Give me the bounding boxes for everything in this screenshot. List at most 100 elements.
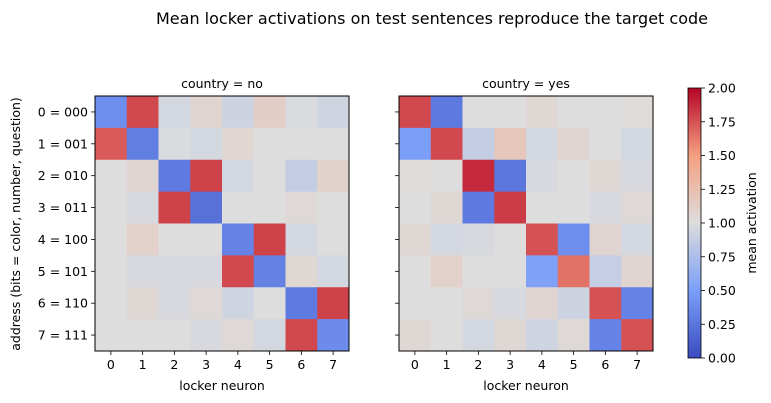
heatmap-cell [126, 191, 159, 224]
heatmap-cell [526, 127, 559, 161]
heatmap-cell [317, 159, 350, 193]
heatmap-cell [621, 159, 654, 193]
colorbar-tick-label: 1.00 [708, 216, 736, 231]
heatmap-cell [285, 255, 318, 288]
heatmap-cell [557, 159, 590, 193]
y-axis-ticks: 0 = 000 1 = 001 2 = 010 3 = 011 4 = 100 5 = 1… [38, 104, 95, 343]
x-tick-label: 7 [633, 357, 641, 372]
heatmap-cell [190, 191, 223, 224]
y-tick-label: 1 = 001 [38, 136, 88, 151]
heatmap-cell [285, 223, 318, 256]
heatmap-cell [253, 191, 286, 224]
heatmap-cell [222, 127, 255, 161]
heatmap-cell [557, 191, 590, 224]
heatmap-cell [526, 223, 559, 256]
heatmap-cell [462, 223, 495, 256]
heatmap-cell [190, 319, 223, 352]
x-tick-label: 3 [506, 357, 514, 372]
heatmap-cell [526, 159, 559, 193]
heatmap-cell [621, 319, 654, 352]
heatmap-cell [430, 223, 463, 256]
colorbar-tick-label: 1.75 [708, 114, 736, 129]
heatmap-cell [126, 319, 159, 352]
heatmap-cell [399, 127, 432, 161]
heatmap-cell [190, 255, 223, 288]
heatmap-cell [190, 159, 223, 193]
heatmap-cell [589, 255, 622, 288]
heatmap-cell [462, 159, 495, 193]
heatmap-cell [158, 191, 191, 224]
heatmap-cell [462, 255, 495, 288]
heatmap-cell [253, 127, 286, 161]
heatmap-cell [589, 127, 622, 161]
colorbar: 0.00 0.25 0.50 0.75 1.00 1.25 1.50 1.75 2.00 mea… [687, 81, 759, 366]
heatmap-cell [95, 319, 128, 352]
colorbar-gradient [688, 88, 701, 358]
heatmap-cell [222, 96, 255, 129]
heatmap-cell [95, 127, 128, 161]
panel-country-no: country = no 0 1 2 3 4 5 6 7 0 = 000 1 = 001 2 = … [38, 76, 350, 393]
heatmap-cell [317, 255, 350, 288]
heatmap-cell [222, 223, 255, 256]
heatmap-cell [399, 223, 432, 256]
heatmap-cell [285, 159, 318, 193]
heatmap-cell [430, 287, 463, 320]
heatmap-cell [494, 159, 527, 193]
heatmap-cell [317, 191, 350, 224]
x-tick-label: 7 [329, 357, 337, 372]
heatmap-cell [285, 127, 318, 161]
heatmap-cell [399, 319, 432, 352]
y-tick-label: 0 = 000 [38, 104, 88, 119]
x-tick-label: 2 [474, 357, 482, 372]
heatmap-cell [158, 255, 191, 288]
heatmap-cell [526, 96, 559, 129]
heatmap-cell [222, 319, 255, 352]
heatmap-cell [494, 96, 527, 129]
heatmap-cell [253, 223, 286, 256]
heatmap-cell [253, 319, 286, 352]
heatmap-cell [158, 319, 191, 352]
heatmap-cell [621, 127, 654, 161]
heatmap-cell [557, 96, 590, 129]
heatmap-cell [95, 96, 128, 129]
y-tick-label: 7 = 111 [38, 328, 88, 343]
heatmap-cell [95, 191, 128, 224]
heatmap-cell [190, 96, 223, 129]
heatmap-cell [462, 319, 495, 352]
heatmap-cell [462, 191, 495, 224]
heatmap-cell [589, 287, 622, 320]
panel-title: country = no [181, 76, 263, 91]
x-tick-label: 6 [297, 357, 305, 372]
panel-title: country = yes [482, 76, 570, 91]
heatmap-cell [317, 319, 350, 352]
heatmap-cell [430, 127, 463, 161]
heatmap-cell [430, 319, 463, 352]
heatmap-cell [285, 191, 318, 224]
x-axis-label: locker neuron [483, 378, 569, 393]
y-tick-label: 6 = 110 [38, 296, 88, 311]
heatmap-cell [430, 159, 463, 193]
heatmap-cell [190, 127, 223, 161]
heatmap-cell [95, 159, 128, 193]
heatmap-cell [158, 223, 191, 256]
heatmap-cells [399, 96, 654, 352]
x-tick-label: 2 [170, 357, 178, 372]
heatmap-cell [158, 287, 191, 320]
heatmap-cell [222, 287, 255, 320]
heatmap-cell [589, 96, 622, 129]
heatmap-cell [285, 319, 318, 352]
y-tick-label: 4 = 100 [38, 232, 88, 247]
heatmap-cell [126, 96, 159, 129]
heatmap-cell [589, 319, 622, 352]
x-tick-label: 3 [202, 357, 210, 372]
heatmap-cell [285, 96, 318, 129]
heatmap-cell [126, 127, 159, 161]
heatmap-cell [399, 191, 432, 224]
heatmap-cell [621, 223, 654, 256]
heatmap-cell [557, 255, 590, 288]
heatmap-cell [494, 223, 527, 256]
heatmap-cell [399, 255, 432, 288]
heatmap-cell [430, 96, 463, 129]
heatmap-cell [494, 319, 527, 352]
heatmap-cell [526, 287, 559, 320]
